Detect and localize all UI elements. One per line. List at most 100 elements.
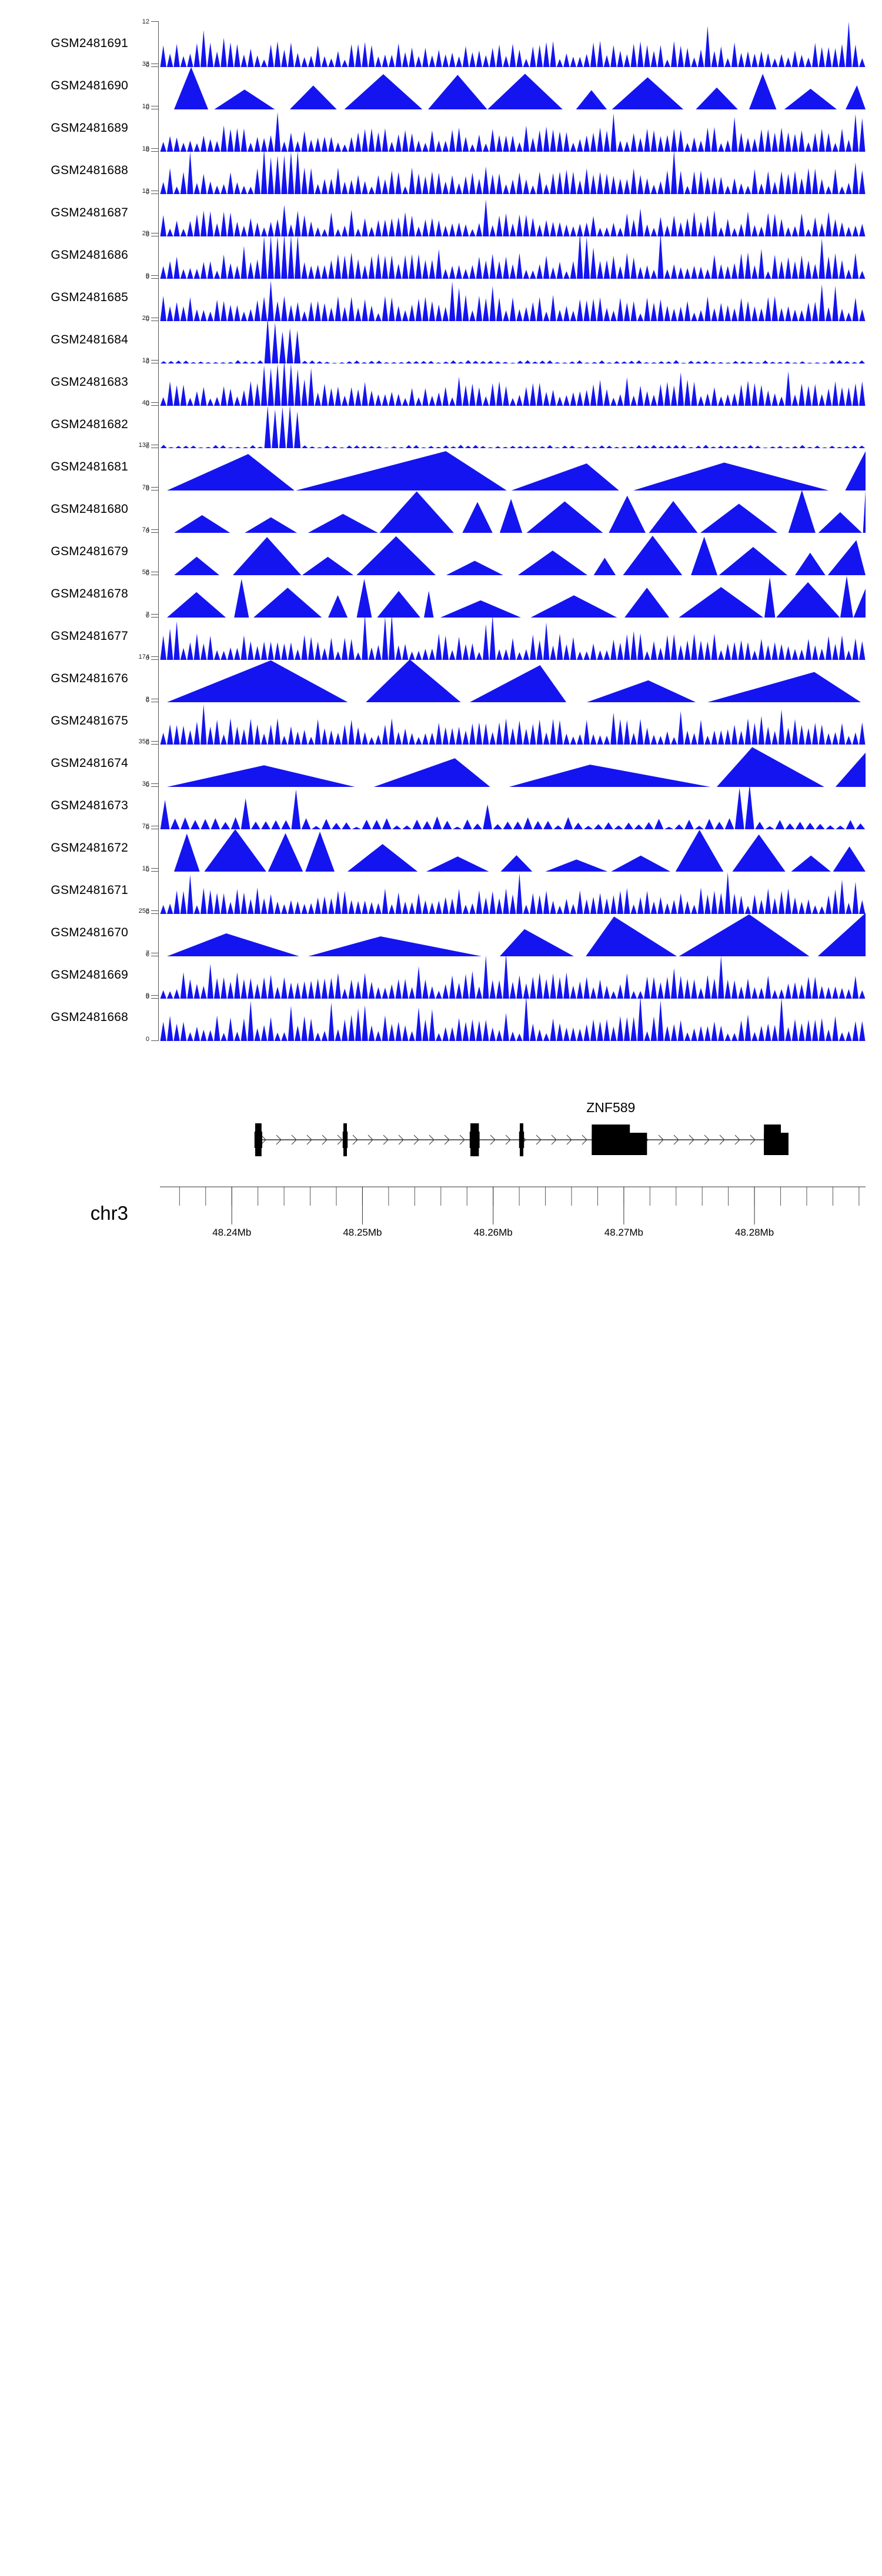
track-y-axis: 13 0 [133, 188, 159, 238]
coverage-plot [160, 783, 866, 829]
coverage-track: GSM2481682 40 0 [0, 400, 882, 450]
axis-max-label: 10 [142, 103, 149, 110]
coverage-area-svg [160, 67, 866, 109]
track-sample-label: GSM2481672 [51, 841, 128, 855]
coverage-track: GSM2481679 74 0 [0, 526, 882, 577]
coverage-track: GSM2481676 174 0 [0, 653, 882, 704]
axis-min-label: 0 [145, 189, 149, 196]
gene-annotation-track: ZNF589 [0, 1096, 882, 1161]
coverage-plot [160, 741, 866, 787]
axis-max-label: 13 [142, 357, 149, 364]
coverage-plot [160, 191, 866, 236]
coverage-track: GSM2481691 12 0 [0, 19, 882, 69]
coverage-area-svg [160, 149, 866, 194]
coverage-track: GSM2481672 76 0 [0, 823, 882, 873]
axis-max-label: 74 [142, 526, 149, 533]
coverage-area-svg [160, 199, 866, 236]
axis-min-label: 0 [145, 612, 149, 619]
coverage-plot [160, 953, 866, 999]
coverage-plot [160, 445, 866, 490]
coverage-track: GSM2481681 137 0 [0, 442, 882, 492]
coverage-plot [160, 614, 866, 660]
track-sample-label: GSM2481668 [51, 1010, 128, 1024]
coverage-plot [160, 487, 866, 533]
axis-min-label: 0 [145, 655, 149, 662]
coverage-track: GSM2481683 13 0 [0, 357, 882, 408]
track-y-axis: 137 0 [133, 442, 159, 492]
track-y-axis: 20 0 [133, 315, 159, 365]
coverage-track: GSM2481689 10 0 [0, 103, 882, 154]
track-sample-label: GSM2481671 [51, 883, 128, 897]
coverage-plot [160, 106, 866, 152]
coverage-area-svg [160, 784, 866, 829]
ruler-tick-label: 48.25Mb [343, 1227, 382, 1238]
coverage-track: GSM2481677 7 0 [0, 612, 882, 662]
axis-min-label: 0 [145, 358, 149, 365]
coverage-area-svg [160, 233, 866, 279]
track-sample-label: GSM2481687 [51, 206, 128, 219]
track-sample-label: GSM2481680 [51, 502, 128, 516]
coverage-area-svg [160, 451, 866, 490]
coverage-area-svg [160, 996, 866, 1041]
coverage-area-svg [160, 747, 866, 787]
axis-min-label: 0 [145, 866, 149, 873]
coverage-track: GSM2481688 19 0 [0, 145, 882, 196]
axis-min-label: 0 [145, 401, 149, 408]
axis-max-label: 20 [142, 315, 149, 322]
axis-min-label: 0 [145, 231, 149, 238]
coverage-area-svg [160, 659, 866, 702]
axis-max-label: 33 [142, 61, 149, 68]
track-y-axis: 76 0 [133, 823, 159, 873]
track-y-axis: 74 0 [133, 526, 159, 577]
track-sample-label: GSM2481689 [51, 121, 128, 135]
axis-min-label: 0 [145, 570, 149, 577]
coverage-area-svg [160, 913, 866, 956]
coverage-plot [160, 910, 866, 956]
axis-min-label: 0 [145, 485, 149, 492]
track-sample-label: GSM2481677 [51, 629, 128, 643]
axis-min-label: 0 [145, 951, 149, 958]
coverage-plot [160, 572, 866, 618]
track-y-axis: 358 0 [133, 739, 159, 789]
coverage-plot [160, 318, 866, 363]
axis-min-label: 0 [145, 528, 149, 535]
track-y-axis: 13 0 [133, 357, 159, 408]
track-sample-label: GSM2481681 [51, 460, 128, 473]
track-y-axis: 36 0 [133, 780, 159, 831]
coverage-area-svg [160, 360, 866, 406]
coverage-plot [160, 64, 866, 109]
axis-max-label: 36 [142, 780, 149, 788]
coverage-track: GSM2481671 15 0 [0, 866, 882, 916]
track-y-axis: 19 0 [133, 145, 159, 196]
axis-max-label: 19 [142, 145, 149, 152]
axis-min-label: 0 [145, 993, 149, 1000]
axis-min-label: 0 [145, 1036, 149, 1043]
axis-min-label: 0 [145, 104, 149, 111]
coverage-area-svg [160, 318, 866, 363]
coverage-track: GSM2481675 8 0 [0, 696, 882, 746]
axis-max-label: 258 [138, 907, 149, 915]
track-sample-label: GSM2481670 [51, 926, 128, 939]
axis-max-label: 174 [138, 653, 149, 660]
axis-min-label: 0 [145, 909, 149, 916]
track-sample-label: GSM2481678 [51, 587, 128, 600]
coverage-area-svg [160, 614, 866, 660]
axis-min-label: 0 [145, 782, 149, 789]
coverage-plot [160, 21, 866, 67]
track-y-axis: 174 0 [133, 653, 159, 704]
coverage-track: GSM2481670 258 0 [0, 907, 882, 958]
coverage-area-svg [160, 405, 866, 448]
coverage-plot [160, 868, 866, 914]
coverage-track: GSM2481674 358 0 [0, 739, 882, 789]
track-sample-label: GSM2481676 [51, 672, 128, 685]
genome-ruler-svg [160, 1186, 866, 1224]
coverage-plot [160, 275, 866, 321]
axis-max-label: 58 [142, 569, 149, 576]
track-sample-label: GSM2481685 [51, 291, 128, 304]
